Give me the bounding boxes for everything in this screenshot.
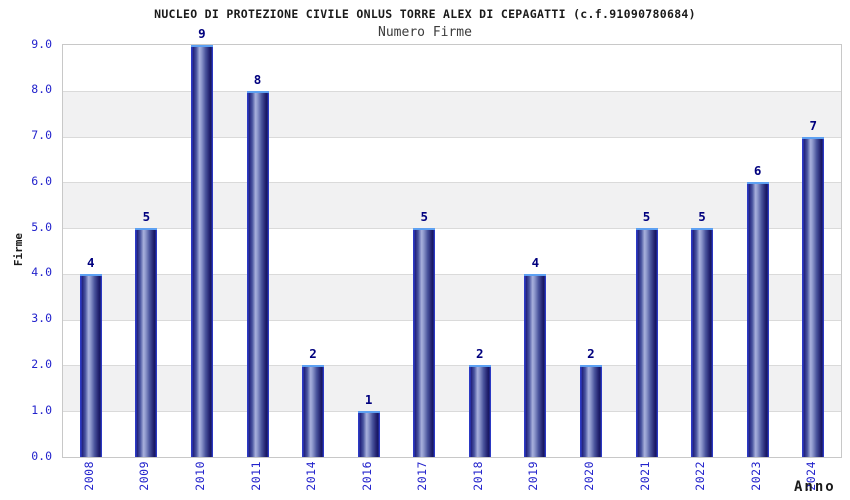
bar-2021	[635, 228, 658, 457]
y-tick-label: 6.0	[31, 173, 52, 188]
bar-value-label: 4	[531, 254, 540, 270]
bar-2019	[524, 273, 547, 457]
bar-2017	[413, 228, 436, 457]
gridline	[63, 90, 841, 92]
plot-band	[63, 182, 841, 229]
bar-2014	[302, 365, 325, 457]
bar-value-label: 5	[642, 209, 651, 225]
bar-2011	[246, 90, 269, 457]
y-tick-label: 2.0	[31, 356, 52, 371]
x-tick-label: 2020	[581, 461, 596, 491]
x-tick-label: 2022	[693, 461, 708, 491]
chart-title: NUCLEO DI PROTEZIONE CIVILE ONLUS TORRE …	[154, 7, 696, 21]
bar-2024	[802, 136, 825, 457]
bar-2022	[691, 228, 714, 457]
bar-value-label: 5	[698, 209, 706, 225]
y-tick-label: 8.0	[31, 82, 52, 97]
y-tick-label: 4.0	[31, 265, 52, 280]
x-tick-label: 2014	[304, 461, 319, 491]
bar-value-label: 4	[87, 254, 95, 270]
y-tick-label: 7.0	[31, 128, 52, 143]
y-tick-label: 9.0	[31, 36, 52, 51]
bar-value-label: 2	[587, 346, 595, 362]
bar-2008	[79, 273, 102, 457]
bar-value-label: 6	[753, 163, 762, 179]
plot-band	[63, 273, 841, 320]
x-axis-label: Anno	[794, 479, 836, 495]
chart-subtitle: Numero Firme	[378, 25, 472, 40]
plot-band	[63, 320, 841, 366]
x-tick-label: 2010	[192, 461, 207, 491]
x-tick-label: 2021	[637, 461, 652, 491]
bar-2016	[357, 411, 380, 457]
y-tick-label: 5.0	[31, 219, 52, 234]
bar-value-label: 5	[142, 209, 151, 225]
x-tick-label: 2008	[81, 461, 96, 491]
plot-band	[63, 228, 841, 274]
bar-2020	[579, 365, 602, 457]
gridline	[63, 136, 841, 138]
gridline	[63, 319, 841, 321]
x-tick-label: 2023	[748, 461, 763, 491]
x-tick-label: 2016	[359, 461, 374, 491]
x-tick-label: 2017	[415, 461, 430, 491]
bar-2010	[190, 45, 213, 457]
x-tick-label: 2009	[137, 461, 152, 491]
plot-band	[63, 90, 841, 137]
bar-2018	[468, 365, 491, 457]
plot-band	[63, 45, 841, 91]
bar-2009	[135, 228, 158, 457]
y-tick-label: 1.0	[31, 402, 52, 417]
x-tick-label: 2011	[248, 461, 263, 491]
gridline	[63, 273, 841, 275]
x-axis-ticks: 2008 2009 2010 2011 2014 2016 2017 2018 2019 2020…	[62, 458, 840, 500]
plot-band	[63, 137, 841, 183]
bar-value-label: 2	[476, 346, 484, 362]
bar-2023	[746, 182, 769, 457]
gridline	[63, 182, 841, 184]
y-axis-ticks: 0.0 1.0 2.0 3.0 4.0 5.0 6.0 7.0 8.0 9.0	[0, 37, 57, 462]
bar-value-label: 1	[364, 392, 373, 408]
plot-band	[63, 365, 841, 412]
bar-value-label: 7	[809, 117, 817, 133]
x-tick-label: 2018	[470, 461, 485, 491]
plot-area: 4 5 9 8 2 1 5 2 4 2 5 5 6 7	[62, 27, 842, 458]
gridline	[63, 411, 841, 413]
bar-value-label: 8	[253, 71, 262, 87]
bar-value-label: 5	[420, 209, 428, 225]
bar-value-label: 2	[309, 346, 317, 362]
bar-value-label: 9	[198, 26, 206, 41]
y-tick-label: 0.0	[31, 448, 52, 463]
gridline	[63, 365, 841, 367]
x-tick-label: 2019	[526, 461, 541, 491]
plot-band	[63, 411, 841, 457]
y-tick-label: 3.0	[31, 311, 52, 326]
gridline	[63, 228, 841, 230]
